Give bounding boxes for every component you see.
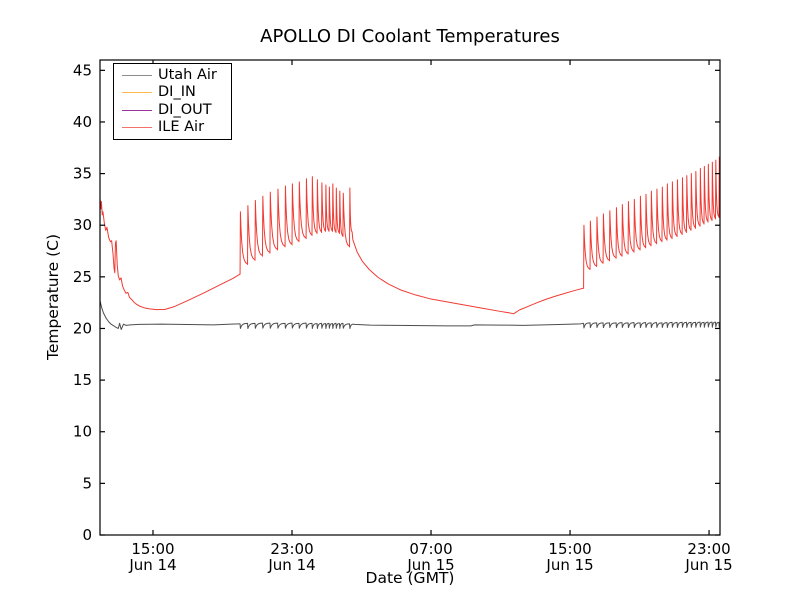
- x-tick-label-time: 23:00: [270, 540, 313, 558]
- x-tick-label-time: 07:00: [409, 540, 452, 558]
- legend-row: DI_IN: [122, 84, 231, 101]
- y-tick-label: 25: [73, 268, 92, 286]
- x-tick-label-date: Jun 14: [128, 556, 176, 574]
- y-tick-label: 40: [73, 113, 92, 131]
- chart-title: APOLLO DI Coolant Temperatures: [260, 26, 560, 47]
- legend-row: ILE Air: [122, 119, 231, 136]
- legend-label: DI_OUT: [158, 101, 212, 118]
- legend-line-sample: [122, 109, 152, 111]
- y-tick-label: 0: [82, 526, 92, 544]
- legend-line-sample: [122, 126, 152, 128]
- y-tick-label: 15: [73, 371, 92, 389]
- y-tick-label: 45: [73, 61, 92, 79]
- legend-row: Utah Air: [122, 67, 231, 84]
- legend-line-sample: [122, 75, 152, 77]
- x-tick-label-time: 15:00: [548, 540, 591, 558]
- x-tick-label-date: Jun 15: [545, 556, 593, 574]
- y-tick-label: 35: [73, 165, 92, 183]
- legend-line-sample: [122, 92, 152, 94]
- legend-row: DI_OUT: [122, 102, 231, 119]
- series-line-utah-air: [100, 300, 720, 331]
- x-tick-label-time: 23:00: [687, 540, 730, 558]
- x-axis-label: Date (GMT): [365, 569, 455, 587]
- y-tick-label: 10: [73, 423, 92, 441]
- y-tick-label: 20: [73, 319, 92, 337]
- y-tick-label: 5: [82, 474, 92, 492]
- x-tick-label-time: 15:00: [131, 540, 174, 558]
- y-axis-label: Temperature (C): [44, 233, 62, 361]
- plot-frame: [99, 59, 721, 536]
- legend-label: DI_IN: [158, 84, 196, 101]
- legend-label: Utah Air: [158, 67, 217, 84]
- x-tick-label-date: Jun 15: [684, 556, 732, 574]
- y-tick-label: 30: [73, 216, 92, 234]
- legend-label: ILE Air: [158, 118, 205, 135]
- x-tick-label-date: Jun 15: [406, 556, 454, 574]
- x-tick-label-date: Jun 14: [267, 556, 315, 574]
- series-line-ile-air: [100, 156, 720, 315]
- legend: Utah Air DI_IN DI_OUT ILE Air: [113, 63, 232, 140]
